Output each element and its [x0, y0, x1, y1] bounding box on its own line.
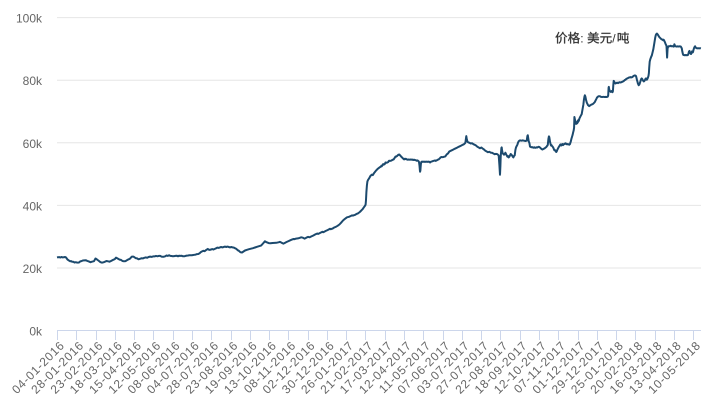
- svg-text:/: /: [612, 32, 616, 46]
- svg-text:80k: 80k: [23, 74, 43, 88]
- svg-text:60k: 60k: [23, 137, 43, 151]
- svg-text:40k: 40k: [23, 199, 43, 213]
- svg-text:20k: 20k: [23, 262, 43, 276]
- svg-text:100k: 100k: [16, 12, 43, 26]
- svg-text::: :: [580, 32, 583, 46]
- svg-text:0k: 0k: [29, 325, 43, 339]
